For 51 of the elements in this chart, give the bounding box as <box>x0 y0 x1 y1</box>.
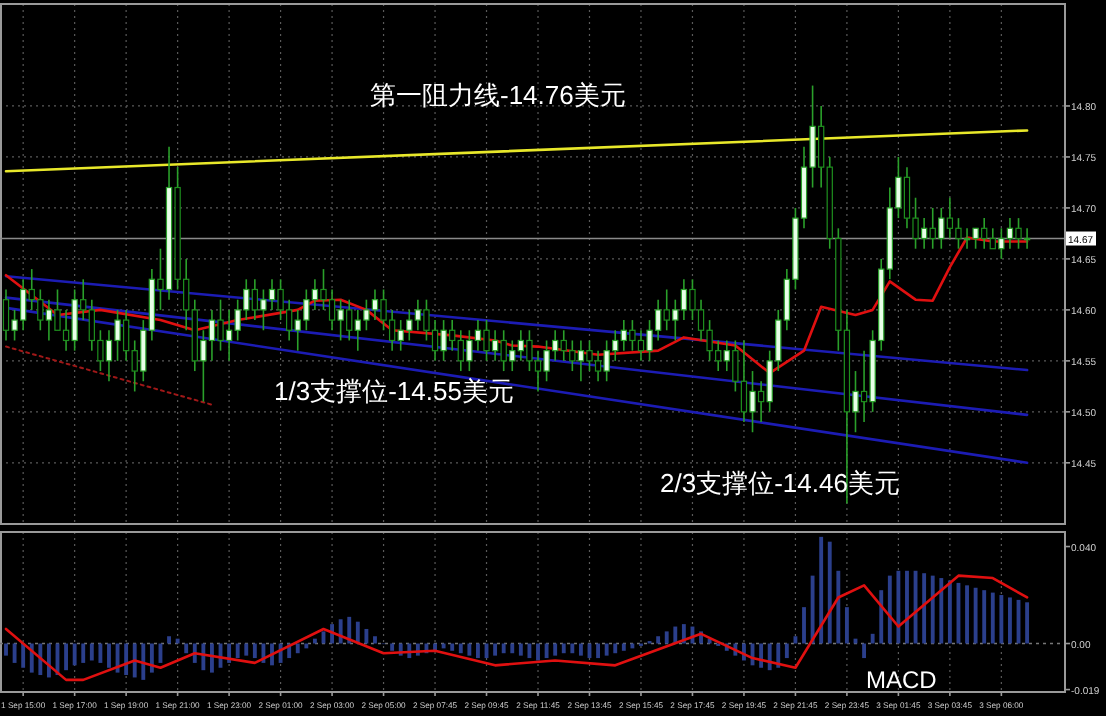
candlestick <box>509 339 516 372</box>
candlestick <box>466 329 473 372</box>
candlestick <box>114 309 121 362</box>
candlestick <box>328 288 336 332</box>
candlestick <box>260 288 267 332</box>
candlestick <box>1015 217 1022 250</box>
candlestick <box>998 227 1005 260</box>
candlestick <box>629 319 636 352</box>
candlestick <box>946 196 954 240</box>
candlestick <box>217 298 224 352</box>
candlestick <box>251 278 259 321</box>
candlestick <box>500 329 507 372</box>
candlestick <box>483 319 490 362</box>
annotation: 第一阻力线-14.76美元 <box>370 80 626 110</box>
annotation: 1/3支撑位-14.55美元 <box>274 376 514 406</box>
candlestick <box>526 329 533 372</box>
annotation: MACD <box>866 666 938 694</box>
candlestick <box>414 298 422 332</box>
candlestick <box>972 227 979 250</box>
candlestick <box>303 288 310 332</box>
candlestick <box>71 288 78 352</box>
candlestick <box>586 339 593 372</box>
candlestick <box>543 339 550 383</box>
candlestick <box>268 278 276 311</box>
candlestick <box>208 309 216 362</box>
candlestick <box>577 339 585 383</box>
candlestick <box>45 298 53 342</box>
candlestick <box>594 349 602 383</box>
candlestick <box>723 339 730 372</box>
candlestick <box>337 298 344 342</box>
candlestick <box>740 339 748 423</box>
candlestick <box>225 309 233 362</box>
candlestick <box>37 288 44 332</box>
candlestick <box>620 319 627 352</box>
candlestick <box>569 339 576 372</box>
candlestick <box>920 217 928 250</box>
candlestick <box>852 370 859 434</box>
candlestick <box>1006 217 1014 250</box>
candlestick <box>371 288 379 321</box>
candlestick <box>517 329 525 362</box>
candlestick <box>955 217 962 250</box>
candlestick <box>938 207 945 250</box>
candlestick <box>2 288 10 342</box>
candlestick <box>491 329 499 362</box>
candlestick <box>440 319 447 362</box>
candlestick <box>680 278 688 321</box>
candlestick <box>363 298 370 332</box>
candlestick <box>19 278 27 332</box>
candlestick <box>637 329 645 362</box>
candlestick <box>603 339 610 383</box>
candlestick <box>749 370 756 434</box>
